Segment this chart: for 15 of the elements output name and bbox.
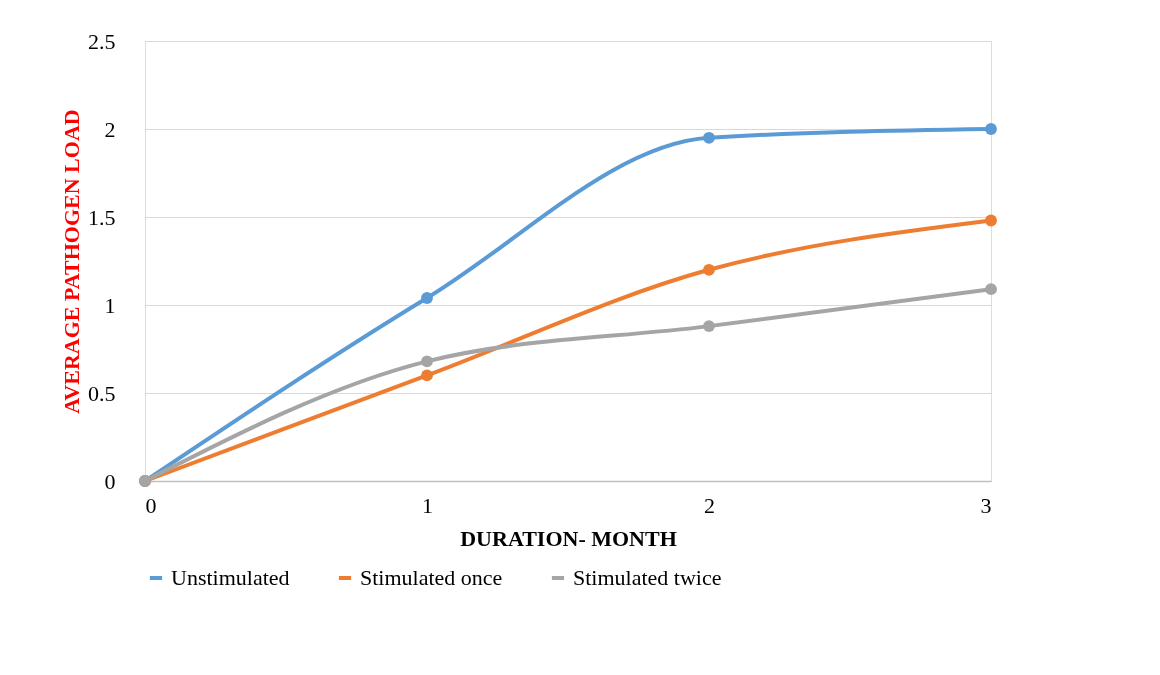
y-tick-label: 2 — [104, 116, 116, 142]
y-tick-label: 0 — [104, 468, 116, 494]
x-tick-label: 3 — [980, 492, 992, 518]
y-axis-title: AVERAGE PATHOGEN LOAD — [59, 109, 84, 414]
x-tick-label: 2 — [704, 492, 715, 518]
y-tick-label: 0.5 — [88, 380, 116, 406]
y-tick-label: 1 — [104, 292, 116, 318]
legend-label: Stimulated once — [360, 565, 503, 590]
legend-label: Stimulated twice — [573, 565, 722, 590]
x-tick-label: 0 — [145, 492, 157, 518]
x-tick-label: 1 — [422, 492, 433, 518]
x-axis-title: DURATION- MONTH — [460, 525, 677, 551]
y-tick-label: 1.5 — [88, 204, 116, 230]
legend-label: Unstimulated — [171, 565, 290, 590]
y-tick-label: 2.5 — [88, 28, 116, 54]
